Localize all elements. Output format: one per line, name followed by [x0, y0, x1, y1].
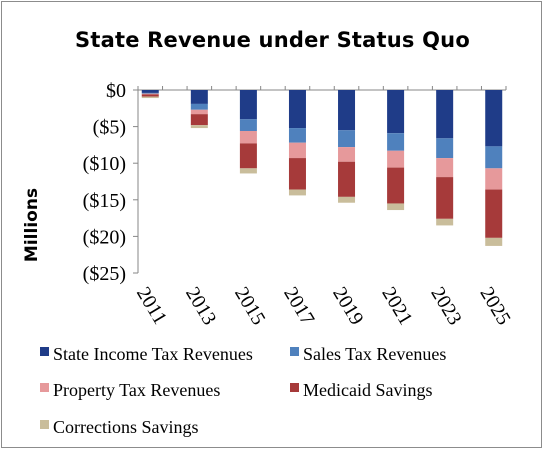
legend: State Income Tax Revenues Sales Tax Reven… — [40, 344, 446, 437]
bar-segment — [338, 196, 356, 203]
bar-segment — [485, 189, 503, 238]
legend-swatch — [290, 347, 299, 356]
bar-segment — [387, 203, 405, 211]
bar-segment — [387, 150, 405, 168]
bar-segment — [190, 103, 208, 110]
bar-segment — [141, 94, 159, 97]
bar-segment — [485, 146, 503, 169]
legend-swatch — [290, 383, 299, 392]
bar-segment — [190, 114, 208, 126]
legend-label: Property Tax Revenues — [53, 380, 220, 400]
bar-segment — [239, 90, 257, 120]
bar-segment — [436, 177, 454, 219]
y-tick-label: ($20) — [83, 226, 126, 248]
y-tick-label: ($5) — [93, 117, 126, 139]
bar-segment — [387, 167, 405, 204]
bar-segment — [338, 161, 356, 197]
y-tick-label: ($15) — [83, 190, 126, 212]
bar-segment — [190, 109, 208, 115]
x-tick-label: 2013 — [181, 283, 220, 329]
bar-segment — [239, 119, 257, 131]
bar-segment — [387, 133, 405, 151]
bar-segment — [190, 125, 208, 129]
bar-segment — [485, 168, 503, 190]
legend-swatch — [40, 420, 49, 429]
x-axis: 2011 2013 2015 2017 2019 2021 2023 2025 — [132, 86, 515, 329]
y-tick-label: $0 — [106, 80, 126, 102]
legend-label: Corrections Savings — [53, 417, 199, 437]
bar-segment — [338, 147, 356, 162]
x-tick-label: 2021 — [377, 283, 416, 329]
legend-label: Sales Tax Revenues — [303, 344, 446, 364]
bar-segment — [485, 237, 503, 246]
bar-segment — [338, 130, 356, 148]
legend-swatch — [40, 347, 49, 356]
x-tick-label: 2025 — [475, 283, 514, 329]
bar-segment — [436, 138, 454, 159]
bar-segment — [436, 158, 454, 178]
bar-segment — [288, 128, 306, 143]
bar-segment — [436, 218, 454, 226]
bar-segment — [338, 90, 356, 131]
x-tick-label: 2011 — [132, 283, 171, 328]
bar-segment — [190, 90, 208, 104]
bar-segment — [141, 92, 159, 94]
bar-segment — [239, 143, 257, 169]
x-tick-label: 2015 — [230, 283, 269, 329]
legend-label: Medicaid Savings — [303, 380, 432, 400]
legend-label: State Income Tax Revenues — [53, 344, 253, 364]
bar-segment — [239, 130, 257, 144]
y-tick-label: ($25) — [83, 263, 126, 285]
bar-segment — [288, 189, 306, 196]
legend-swatch — [40, 383, 49, 392]
bar-segment — [288, 90, 306, 129]
x-tick-label: 2019 — [328, 283, 367, 329]
bar-segment — [239, 168, 257, 174]
bars — [141, 90, 503, 246]
bar-segment — [288, 158, 306, 190]
x-tick-label: 2023 — [426, 283, 465, 329]
chart-title: State Revenue under Status Quo — [75, 28, 470, 52]
bar-segment — [387, 90, 405, 134]
bar-segment — [485, 90, 503, 147]
bar-segment — [141, 96, 159, 99]
bar-segment — [141, 93, 159, 95]
y-tick-label: ($10) — [83, 153, 126, 175]
bar-segment — [141, 90, 159, 93]
bar-segment — [436, 90, 454, 139]
x-tick-label: 2017 — [279, 283, 318, 329]
y-axis-title: Millions — [22, 188, 42, 262]
y-axis: $0 ($5) ($10) ($15) ($20) ($25) — [83, 80, 138, 285]
bar-segment — [288, 142, 306, 159]
